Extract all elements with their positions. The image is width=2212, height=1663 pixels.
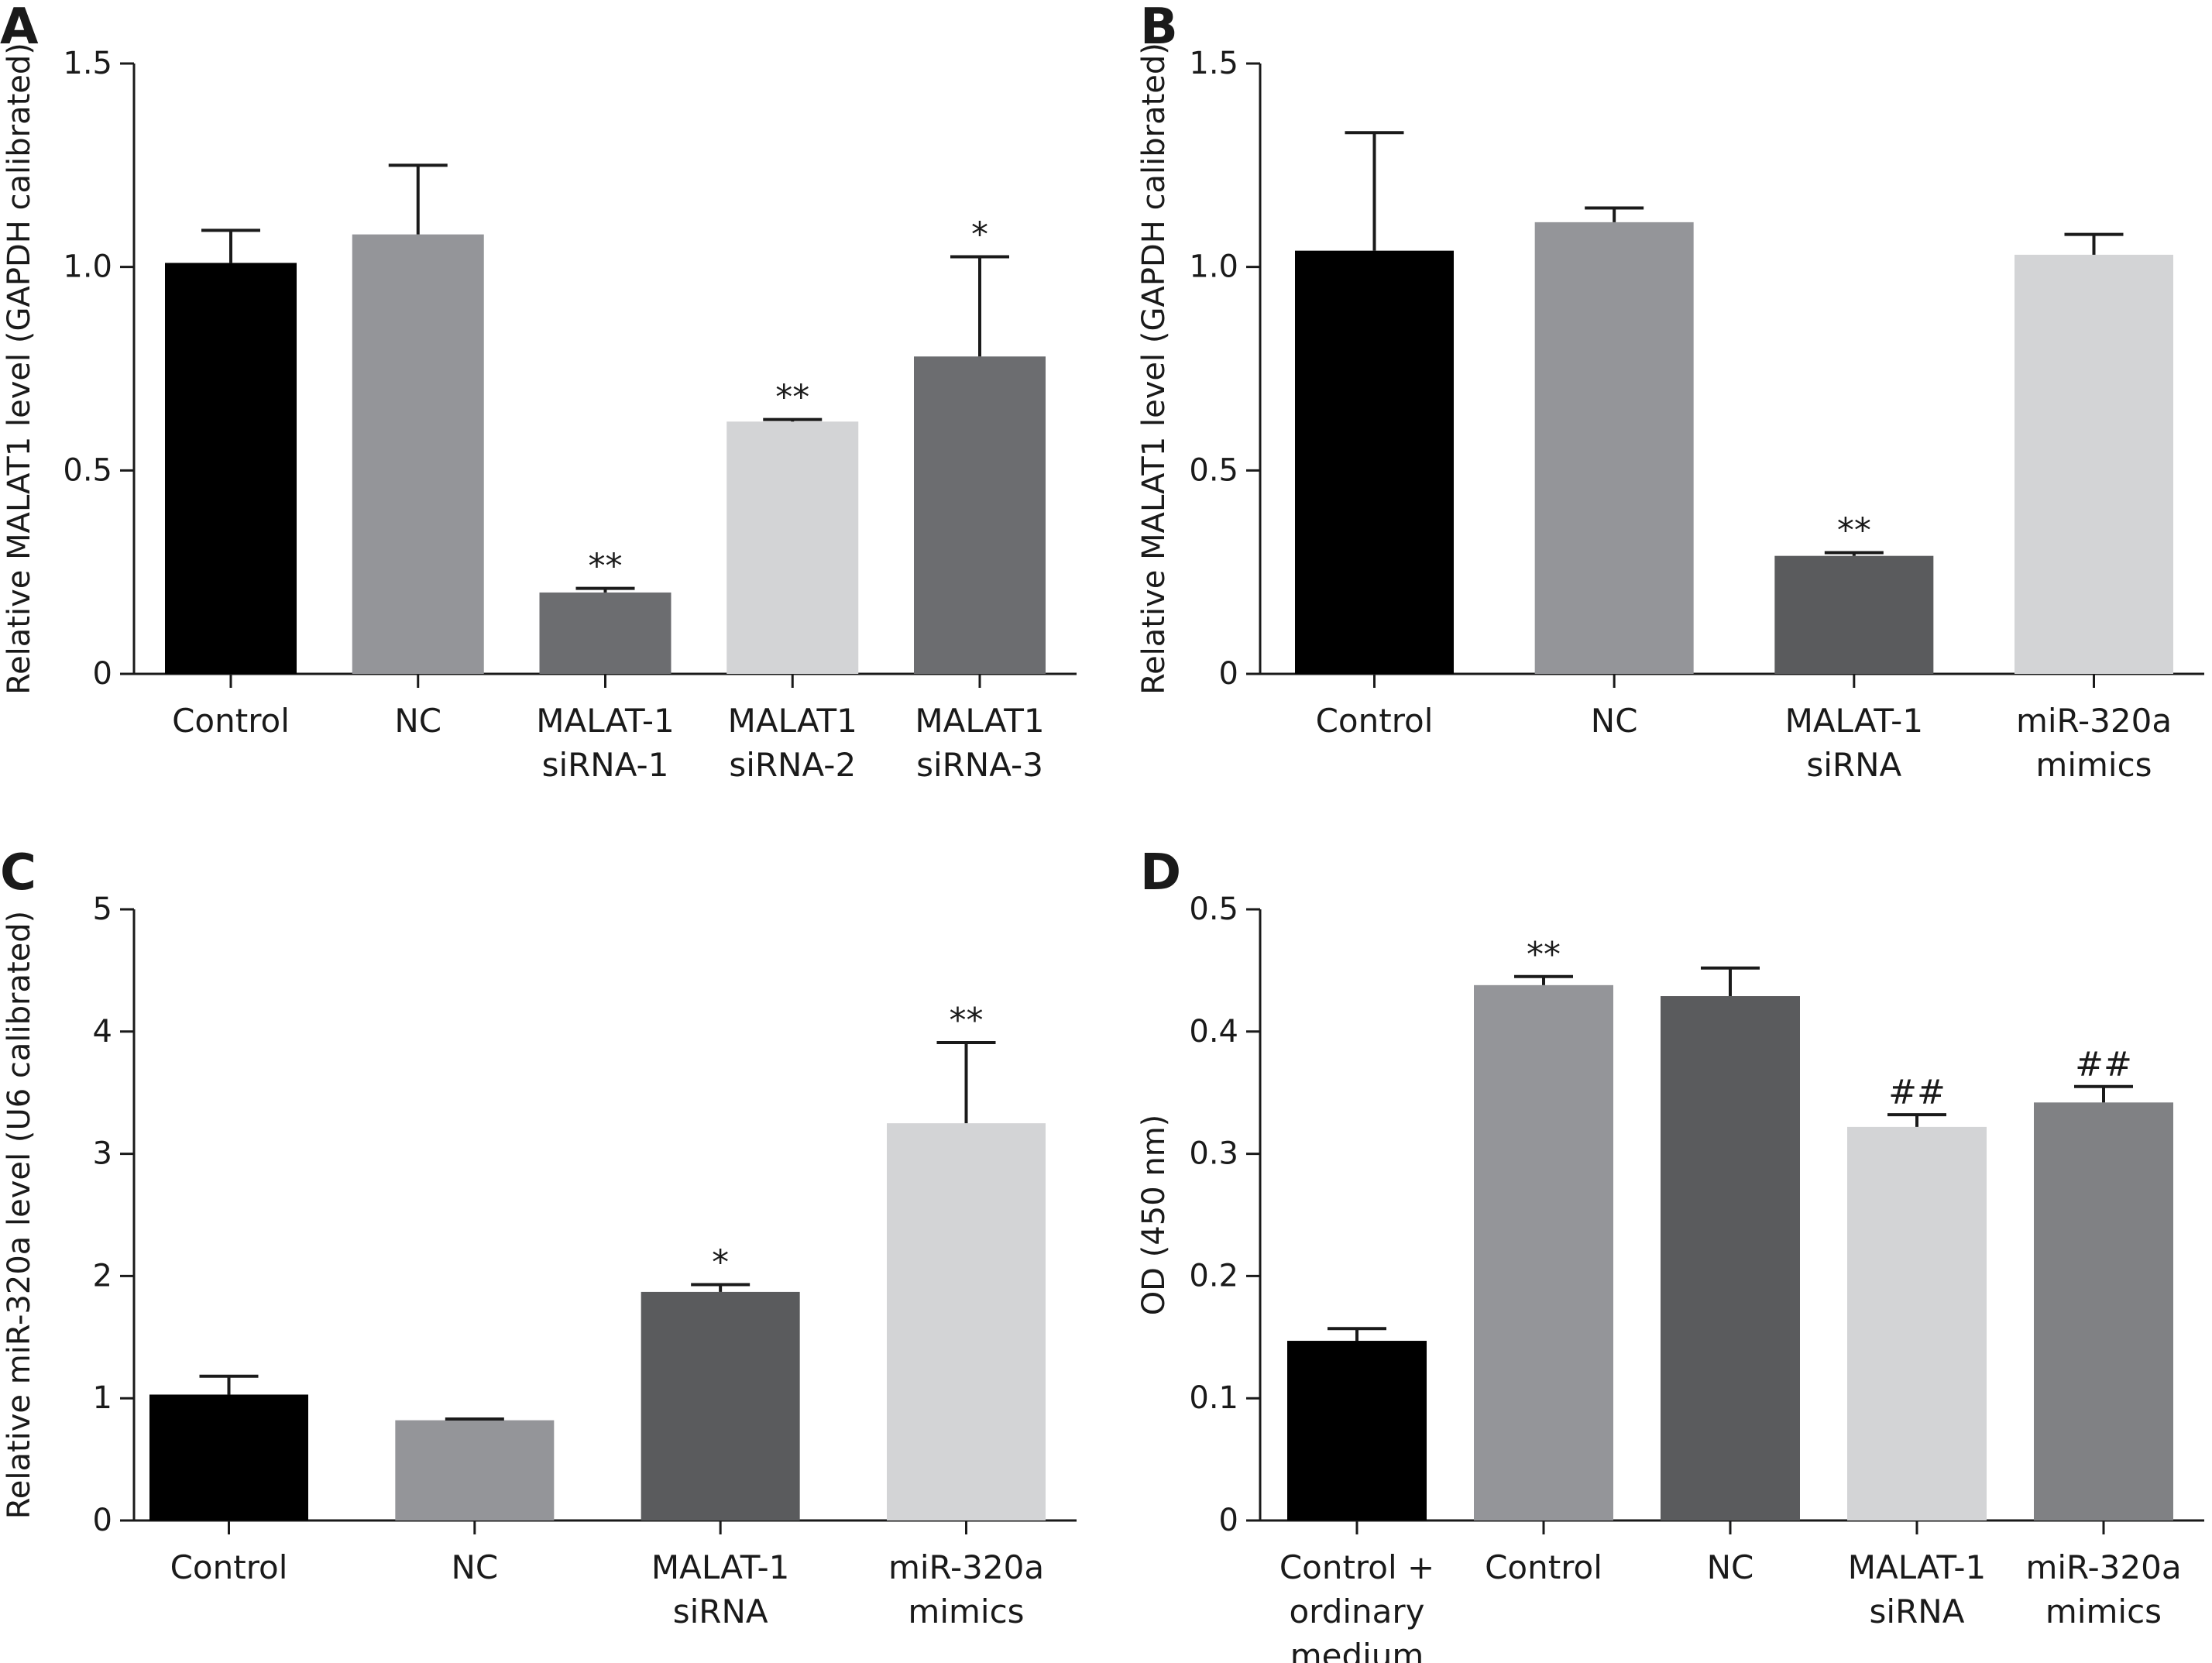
- panel-a-category-label: MALAT-1: [536, 702, 674, 740]
- panel-c-y-tick-label: 0: [93, 1503, 112, 1538]
- panel-c-bar: [395, 1420, 555, 1520]
- panel-c-y-tick-label: 4: [93, 1014, 112, 1050]
- panel-d-category-label: MALAT-1: [1848, 1548, 1986, 1586]
- panel-b-y-tick-label: 0.5: [1189, 452, 1238, 488]
- panel-d-y-tick-label: 0.1: [1189, 1380, 1238, 1416]
- panel-a-category-label: Control: [172, 702, 290, 740]
- panel-c-bar: [887, 1123, 1046, 1520]
- panel-d-category-label: mimics: [2045, 1593, 2162, 1630]
- panel-c-y-tick-label: 2: [93, 1258, 112, 1294]
- panel-b-y-axis-label: Relative MALAT1 level (GAPDH calibrated): [1136, 43, 1172, 695]
- panel-c-significance-label: *: [712, 1242, 729, 1282]
- panel-d-letter: D: [1140, 844, 1181, 902]
- panel-a-significance-label: **: [589, 547, 623, 586]
- panel-d-category-label: siRNA: [1870, 1593, 1965, 1630]
- panel-a-bar: [352, 234, 484, 674]
- panel-c-y-tick-label: 5: [93, 892, 112, 927]
- panel-b-bar: [2014, 254, 2173, 674]
- panel-c-category-label: MALAT-1: [651, 1548, 789, 1586]
- panel-c-category-label: siRNA: [673, 1593, 768, 1630]
- panel-a-letter: A: [0, 0, 39, 56]
- panel-a-significance-label: **: [775, 378, 809, 417]
- panel-b-category-label: MALAT-1: [1785, 702, 1923, 740]
- panel-b-y-tick-label: 0: [1219, 656, 1238, 692]
- panel-a-category-label: siRNA-1: [542, 746, 669, 784]
- panel-c-bar: [641, 1291, 800, 1520]
- panel-d-bar: [2034, 1102, 2173, 1520]
- panel-d-bar: [1661, 996, 1800, 1520]
- panel-d-bar: [1847, 1126, 1987, 1520]
- panel-c-category-label: miR-320a: [888, 1548, 1044, 1586]
- panel-a-category-label: MALAT1: [915, 702, 1044, 740]
- panel-a-y-tick-label: 1.0: [63, 249, 112, 285]
- panel-a-bar: [539, 592, 672, 674]
- panel-d-significance-label: **: [1527, 935, 1561, 974]
- panel-d-y-tick-label: 0.2: [1189, 1258, 1238, 1294]
- panel-a-category-label: siRNA-2: [729, 746, 856, 784]
- panel-b-significance-label: **: [1837, 510, 1871, 550]
- panel-a-bar: [914, 356, 1046, 674]
- panel-d-bar: [1287, 1341, 1427, 1520]
- panel-d-y-tick-label: 0.3: [1189, 1136, 1238, 1172]
- panel-a-bar: [726, 421, 859, 674]
- panel-b-letter: B: [1140, 0, 1178, 56]
- panel-d-significance-label: ##: [2075, 1045, 2132, 1084]
- panel-b-bar: [1534, 222, 1694, 674]
- panel-b-category-label: siRNA: [1806, 746, 1901, 784]
- panel-b-bar: [1774, 555, 1934, 674]
- panel-d-category-label: Control: [1485, 1548, 1602, 1586]
- panel-c-category-label: Control: [170, 1548, 288, 1586]
- panel-d-bar: [1474, 984, 1613, 1520]
- panel-c-y-tick-label: 1: [93, 1380, 112, 1416]
- panel-a-y-axis-label: Relative MALAT1 level (GAPDH calibrated): [2, 43, 37, 695]
- panel-c: C 0 1 2 3 4 5 Relative miR-320a level (U6 calib…: [0, 844, 1077, 1630]
- panel-d-y-tick-label: 0.4: [1189, 1014, 1238, 1050]
- panel-a-bar: [165, 263, 297, 674]
- panel-d-category-label: Control +: [1279, 1548, 1434, 1586]
- panel-d-category-label: medium: [1290, 1637, 1424, 1663]
- panel-a-y-tick-label: 0.5: [63, 452, 112, 488]
- panel-a: A 0 0.5 1.0 1.5 Relative MALAT1 level (GAPDH …: [0, 0, 1077, 784]
- panel-d-significance-label: ##: [1888, 1073, 1946, 1112]
- panel-c-y-axis-label: Relative miR-320a level (U6 calibrated): [2, 911, 37, 1520]
- panel-d-category-label: NC: [1707, 1548, 1754, 1586]
- panel-d-category-label: ordinary: [1289, 1593, 1424, 1630]
- panel-b-category-label: miR-320a: [2016, 702, 2172, 740]
- panel-c-significance-label: **: [950, 1001, 984, 1040]
- panel-c-category-label: mimics: [908, 1593, 1024, 1630]
- panel-b-y-tick-label: 1.0: [1189, 249, 1238, 285]
- panel-a-category-label: NC: [394, 702, 441, 740]
- panel-d: D 0 0.1 0.2 0.3 0.4 0.5 OD (450 nm) Control + ord…: [1136, 844, 2204, 1663]
- panel-d-y-tick-label: 0.5: [1189, 892, 1238, 927]
- panel-b: B 0 0.5 1.0 1.5 Relative MALAT1 level (GAPDH …: [1136, 0, 2204, 784]
- panel-d-y-axis-label: OD (450 nm): [1136, 1115, 1172, 1316]
- panel-a-significance-label: *: [971, 215, 988, 255]
- panel-a-category-label: siRNA-3: [916, 746, 1043, 784]
- panel-b-bar: [1295, 250, 1454, 674]
- panel-a-category-label: MALAT1: [728, 702, 857, 740]
- panel-d-y-tick-label: 0: [1219, 1503, 1238, 1538]
- panel-c-bar: [149, 1394, 308, 1520]
- panel-a-y-tick-label: 0: [93, 656, 112, 692]
- panel-c-y-tick-label: 3: [93, 1136, 112, 1172]
- panel-c-category-label: NC: [451, 1548, 498, 1586]
- panel-c-letter: C: [0, 844, 36, 902]
- panel-b-y-tick-label: 1.5: [1189, 46, 1238, 81]
- panel-a-y-tick-label: 1.5: [63, 46, 112, 81]
- panel-b-category-label: Control: [1316, 702, 1434, 740]
- panel-d-category-label: miR-320a: [2025, 1548, 2181, 1586]
- panel-b-category-label: mimics: [2035, 746, 2152, 784]
- panel-b-category-label: NC: [1591, 702, 1638, 740]
